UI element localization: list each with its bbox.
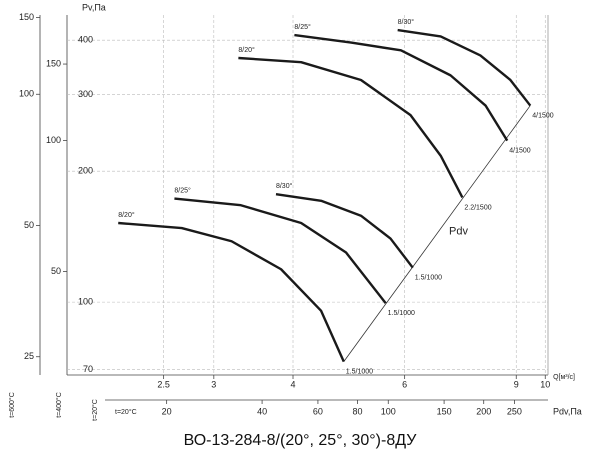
- scale-tick-label: 150: [46, 58, 61, 68]
- scale-tick-label: 100: [46, 135, 61, 145]
- x-tick-label: 2.5: [157, 379, 170, 389]
- pdv-scale-label: t=20°C: [115, 408, 137, 416]
- scale-label: t=400°C: [55, 392, 63, 418]
- curve-end-label: 4/1500: [509, 148, 531, 155]
- curve: [118, 221, 345, 363]
- x-tick-label: 9: [514, 379, 519, 389]
- pdv-axis-label: Pdv,Па: [553, 406, 582, 416]
- y-axis-label: Pv,Па: [82, 2, 106, 12]
- pdv-tick-label: 40: [257, 406, 267, 416]
- curve-name: 8/30°: [276, 182, 293, 190]
- curve: [275, 193, 414, 269]
- curve: [238, 56, 464, 199]
- curve-name: 8/25°: [174, 186, 191, 194]
- curve: [397, 28, 532, 107]
- scale-tick-label: 150: [19, 12, 34, 22]
- curve-name: 8/20°: [238, 46, 255, 54]
- curve-name: 8/30°: [398, 18, 415, 26]
- pdv-tick-label: 150: [437, 406, 452, 416]
- curve: [174, 197, 387, 304]
- pdv-tick-label: 80: [353, 406, 363, 416]
- curve-end-label: 1.5/1000: [415, 275, 442, 282]
- curve-name: 8/20°: [118, 211, 135, 219]
- x-scale-label: t=20°C: [91, 399, 99, 421]
- scale-label: t=600°C: [8, 392, 16, 418]
- pdv-tick-label: 60: [313, 406, 323, 416]
- pdv-line: [343, 105, 531, 362]
- pdv-tick-label: 250: [507, 406, 522, 416]
- curve-end-label: 1.5/1000: [388, 310, 415, 317]
- x-tick-label: 6: [402, 379, 407, 389]
- pdv-tick-label: 200: [476, 406, 491, 416]
- pdv-tick-label: 100: [381, 406, 396, 416]
- scale-tick-label: 50: [51, 266, 61, 276]
- curve-end-label: 1.5/1000: [346, 368, 373, 375]
- scale-tick-label: 50: [24, 220, 34, 230]
- x-axis-label: Q[м³/с]: [553, 374, 575, 381]
- scale-tick-label: 25: [24, 351, 34, 361]
- pdv-tick-label: 20: [162, 406, 172, 416]
- y-tick-label: 70: [83, 364, 93, 374]
- chart-title: ВО-13-284-8/(20°, 25°, 30°)-8ДУ: [184, 432, 418, 449]
- curve-end-label: 2.2/1500: [464, 204, 491, 211]
- y-tick-label: 300: [78, 89, 93, 99]
- x-tick-label: 10: [540, 379, 550, 389]
- y-tick-label: 400: [78, 35, 93, 45]
- x-tick-label: 4: [291, 379, 296, 389]
- x-tick-label: 3: [211, 379, 216, 389]
- curve: [294, 33, 509, 142]
- y-tick-label: 100: [78, 297, 93, 307]
- curve-end-label: 4/1500: [532, 112, 554, 119]
- y-tick-label: 200: [78, 166, 93, 176]
- scale-tick-label: 100: [19, 89, 34, 99]
- curve-name: 8/25°: [294, 23, 311, 31]
- annotation-label: Pdv: [449, 225, 468, 237]
